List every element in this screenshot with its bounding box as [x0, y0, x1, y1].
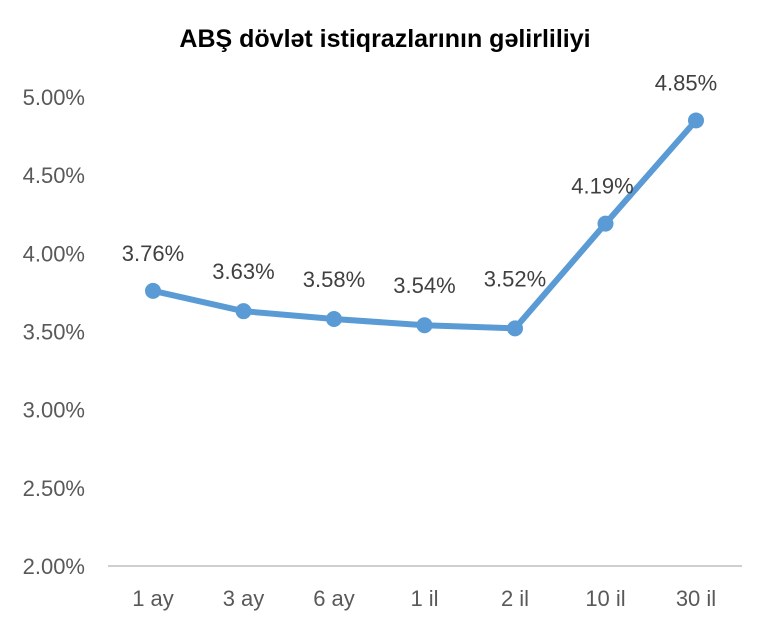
x-tick-label: 1 ay: [132, 586, 174, 611]
data-point: [326, 310, 342, 327]
x-tick-label: 1 il: [410, 586, 438, 611]
x-axis: 1 ay 3 ay 6 ay 1 il 2 il 10 il 30 il: [132, 586, 716, 611]
x-tick-label: 6 ay: [313, 586, 355, 611]
data-point: [145, 282, 161, 299]
y-tick-label: 3.00%: [23, 398, 85, 423]
y-tick-label: 4.00%: [23, 241, 85, 266]
y-tick-label: 3.50%: [23, 320, 85, 345]
data-point: [507, 320, 523, 337]
data-point: [688, 112, 704, 129]
y-tick-label: 2.00%: [23, 554, 85, 579]
y-tick-label: 4.50%: [23, 163, 85, 188]
x-tick-label: 10 il: [585, 586, 625, 611]
chart-title: ABŞ dövlət istiqrazlarının gəlirliliyi: [179, 25, 590, 53]
series-yield: [145, 112, 704, 337]
y-tick-label: 2.50%: [23, 476, 85, 501]
x-tick-label: 3 ay: [223, 586, 265, 611]
data-label: 3.76%: [122, 241, 184, 266]
x-tick-label: 30 il: [676, 586, 716, 611]
data-point: [597, 215, 614, 232]
data-label: 3.63%: [212, 259, 274, 284]
data-point: [416, 317, 433, 334]
data-label: 3.52%: [484, 266, 546, 291]
x-tick-label: 2 il: [501, 586, 529, 611]
data-labels: 3.76% 3.63% 3.58% 3.54% 3.52% 4.19% 4.85%: [122, 70, 717, 298]
data-label: 3.58%: [303, 267, 365, 292]
data-label: 3.54%: [393, 273, 455, 298]
data-point: [235, 303, 252, 320]
y-tick-label: 5.00%: [23, 85, 85, 110]
data-label: 4.19%: [571, 174, 633, 199]
data-label: 4.85%: [655, 70, 717, 95]
y-axis: 2.00% 2.50% 3.00% 3.50% 4.00% 4.50% 5.00%: [23, 85, 85, 579]
